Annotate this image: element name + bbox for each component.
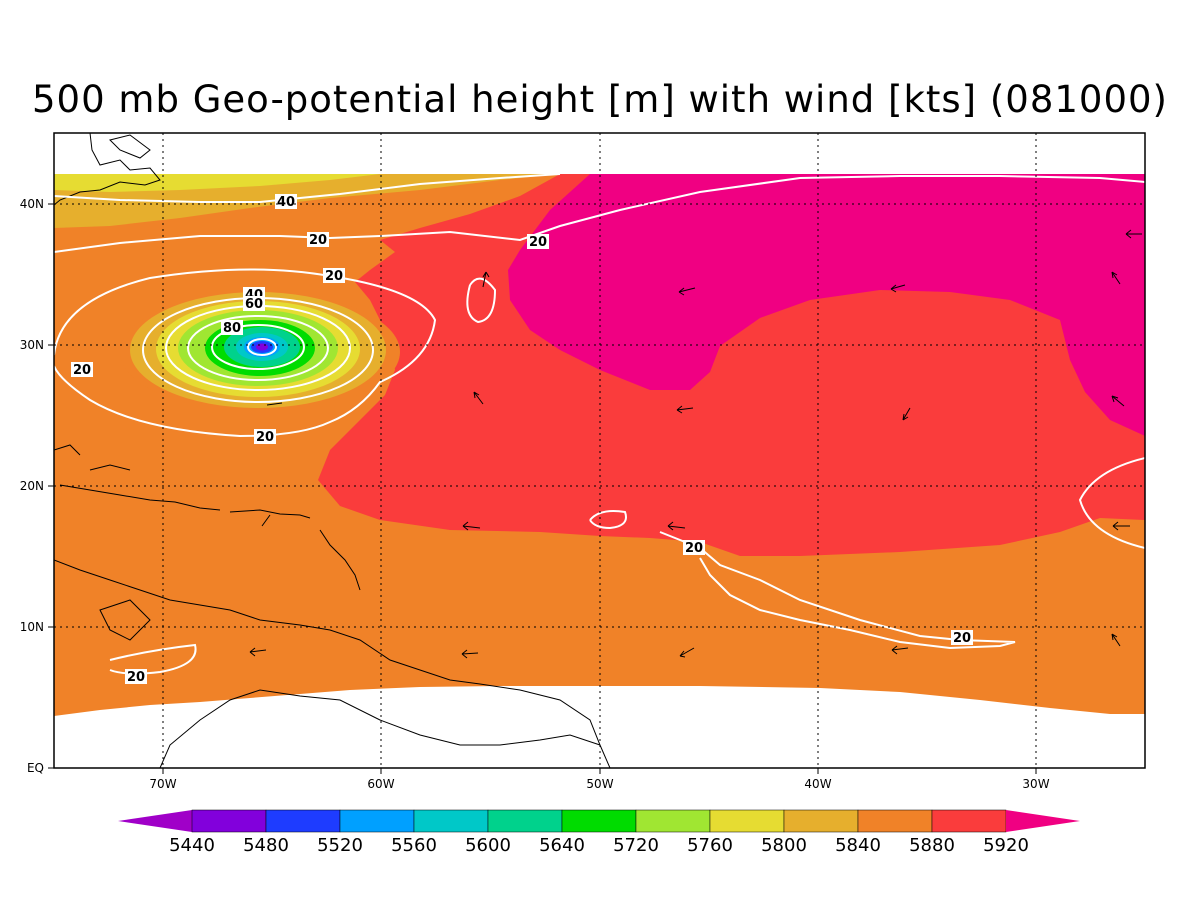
contour-label: 80: [223, 321, 241, 336]
colorbar-label: 5520: [317, 835, 363, 856]
contour-label: 20: [953, 631, 971, 646]
wind-contours: [54, 173, 1145, 675]
colorbar-swatch: [265, 809, 341, 833]
colorbar-label: 5840: [835, 835, 881, 856]
contour-label: 20: [73, 363, 91, 378]
contour-label: 40: [277, 195, 295, 210]
colorbar-label: 5720: [613, 835, 659, 856]
lat-label: 40N: [20, 197, 44, 211]
height-5800-area-north: [54, 174, 380, 192]
colorbar-label: 5600: [465, 835, 511, 856]
contour-label: 20: [685, 541, 703, 556]
lat-label: EQ: [27, 761, 44, 775]
lon-label: 60W: [367, 777, 394, 791]
colorbar-swatch: [487, 809, 563, 833]
colorbar-swatch: [339, 809, 415, 833]
lon-label: 50W: [586, 777, 613, 791]
contour-label: 20: [325, 269, 343, 284]
colorbar-swatch: [857, 809, 933, 833]
colorbar-label: 5480: [243, 835, 289, 856]
lon-label: 40W: [804, 777, 831, 791]
height-5960-area: [508, 174, 1145, 436]
lat-label: 30N: [20, 338, 44, 352]
wind-arrows: [249, 229, 1142, 659]
contour-label: 20: [529, 235, 547, 250]
colorbar-swatch: [931, 809, 1007, 833]
coastlines: [54, 133, 611, 768]
colorbar-swatch: [191, 809, 267, 833]
colorbar-swatch: [561, 809, 637, 833]
contour-label: 60: [245, 297, 263, 312]
colorbar-label: 5560: [391, 835, 437, 856]
latitude-labels: 40N 30N 20N 10N EQ: [20, 197, 44, 775]
colorbar-swatch: [1006, 810, 1080, 832]
map-fill-layer: [54, 133, 1145, 768]
colorbar-label: 5920: [983, 835, 1029, 856]
colorbar-swatch: [635, 809, 711, 833]
colorbar: 5440 5480 5520 5560 5600 5640 5720 5760 5800 5840…: [118, 809, 1080, 856]
contour-label-layer: 40 20 20 20 40 60 80 20 20 20 20 20: [71, 194, 973, 685]
colorbar-label: 5440: [169, 835, 215, 856]
axis-ticks: [48, 203, 1037, 774]
lon-label: 70W: [149, 777, 176, 791]
colorbar-swatch: [783, 809, 859, 833]
colorbar-swatch: [118, 810, 192, 832]
colorbar-label: 5760: [687, 835, 733, 856]
map-title: 500 mb Geo-potential height [m] with win…: [32, 78, 1168, 121]
colorbar-swatch: [413, 809, 489, 833]
contour-label: 20: [309, 233, 327, 248]
colorbar-label: 5880: [909, 835, 955, 856]
contour-label: 20: [127, 670, 145, 685]
colorbar-label: 5800: [761, 835, 807, 856]
lat-label: 10N: [20, 620, 44, 634]
colorbar-swatch: [709, 809, 785, 833]
lat-label: 20N: [20, 479, 44, 493]
longitude-labels: 70W 60W 50W 40W 30W: [149, 777, 1049, 791]
contour-label: 20: [256, 430, 274, 445]
colorbar-label: 5640: [539, 835, 585, 856]
lon-label: 30W: [1022, 777, 1049, 791]
lat-lon-grid: [54, 133, 1145, 768]
